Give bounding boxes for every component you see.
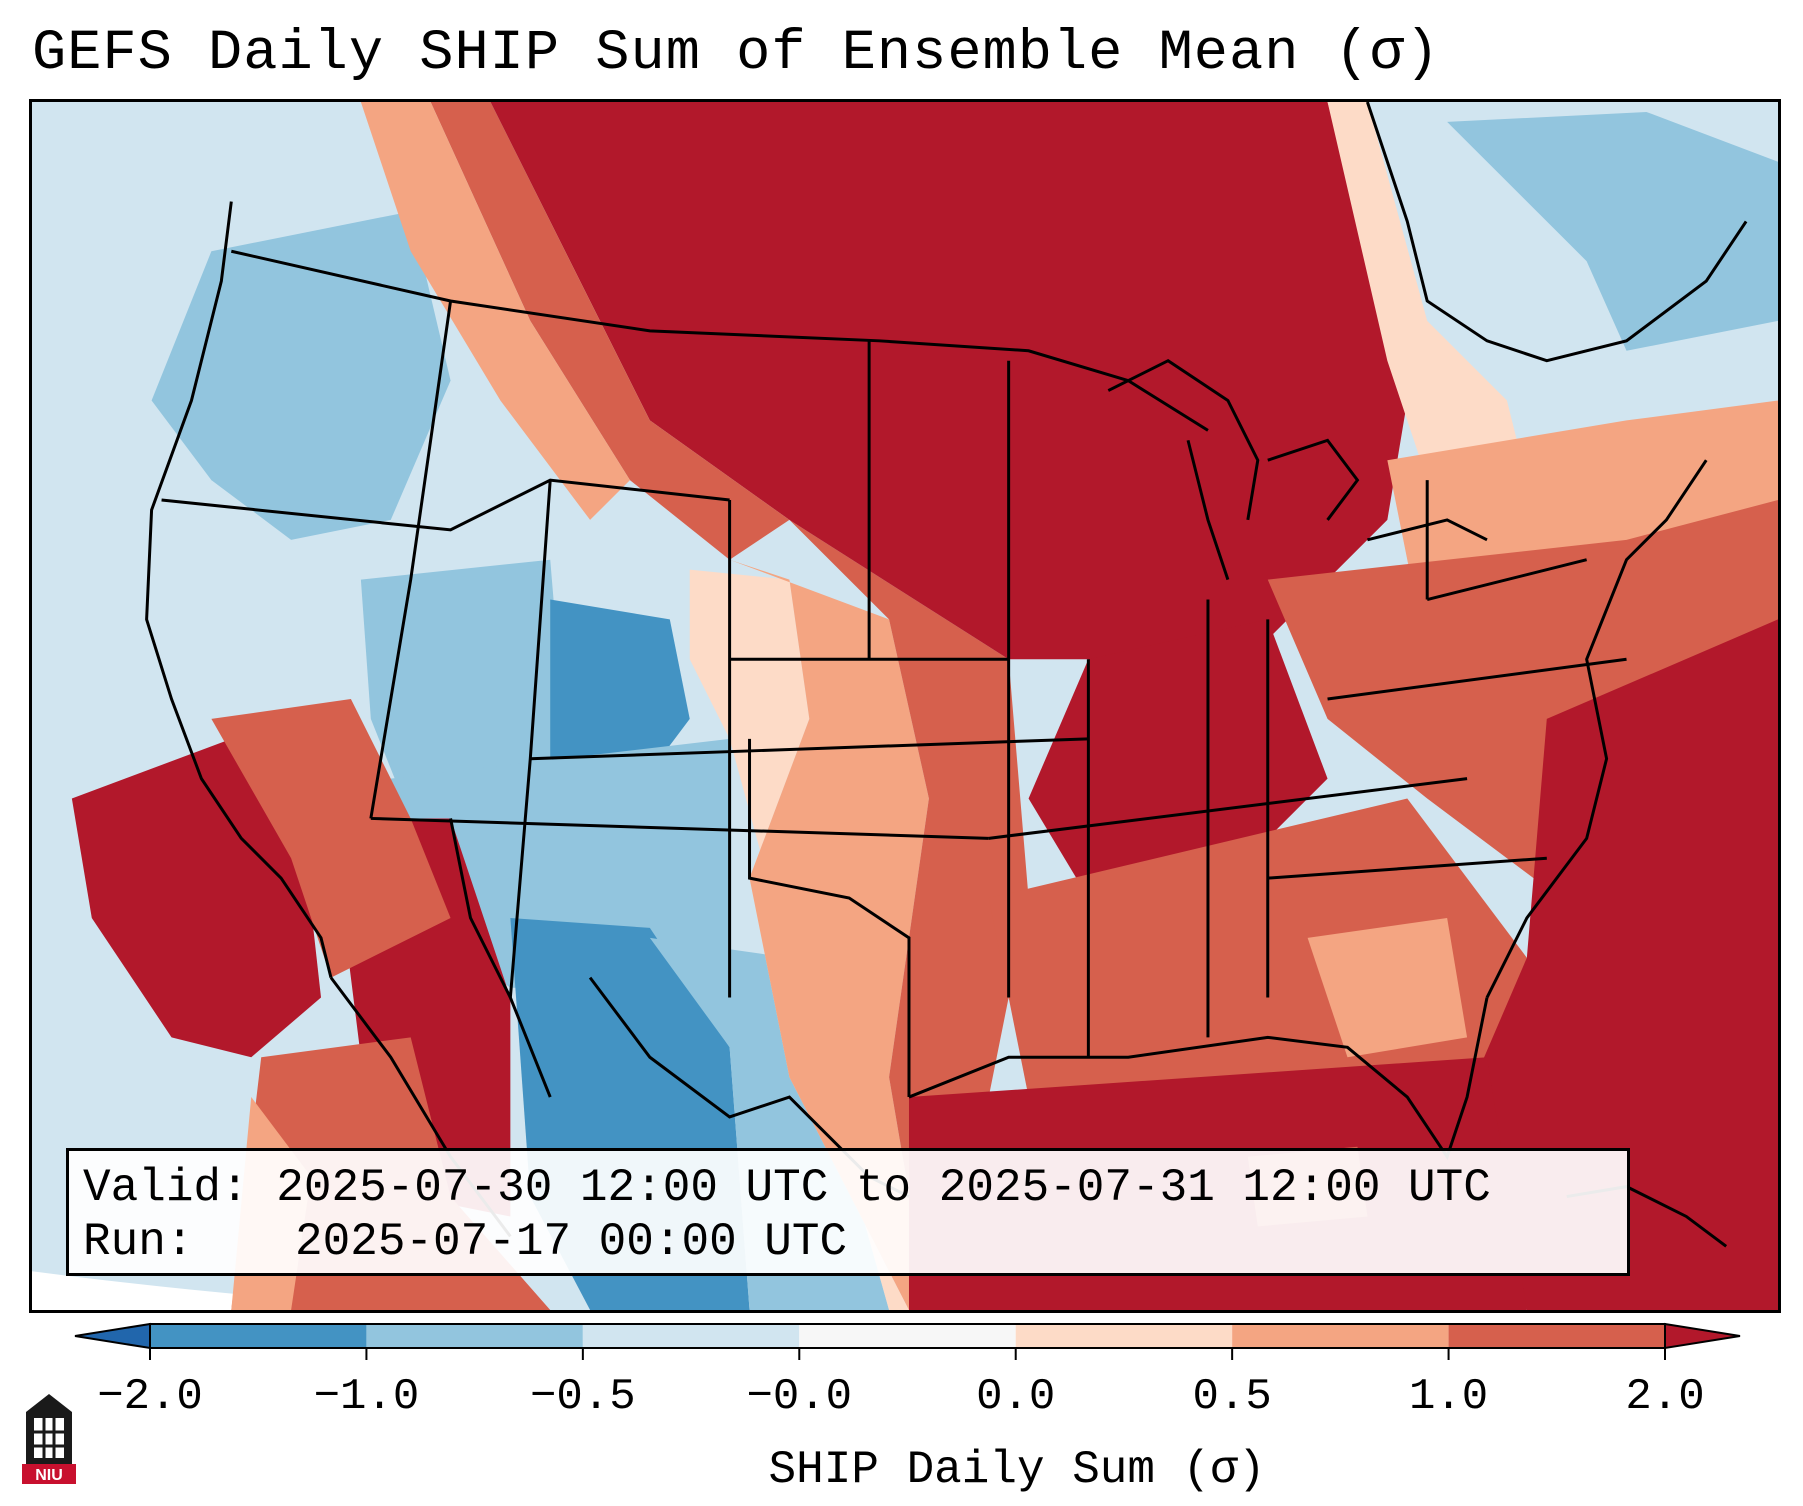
colorbar-tick-label: 2.0 [1625, 1372, 1704, 1422]
run-label: Run: [83, 1215, 295, 1269]
colorbar-segment [366, 1324, 582, 1348]
ship-anomaly-map [32, 102, 1778, 1310]
colorbar-tick-label: 1.0 [1409, 1372, 1488, 1422]
colorbar-segment [1449, 1324, 1665, 1348]
colorbar-tick-label: 0.5 [1193, 1372, 1272, 1422]
colorbar-tick-label: −0.5 [530, 1372, 636, 1422]
colorbar-label: SHIP Daily Sum (σ) [769, 1444, 1266, 1496]
colorbar-tick-label: −2.0 [97, 1372, 203, 1422]
colorbar-tick-labels: −2.0 −1.0 −0.5 −0.0 0.0 0.5 1.0 2.0 [97, 1348, 1704, 1422]
colorbar-segment [150, 1324, 366, 1348]
colorbar-tick-label: −1.0 [314, 1372, 420, 1422]
niu-logo: NIU [20, 1392, 78, 1484]
valid-label: Valid: [83, 1162, 249, 1214]
map-title: GEFS Daily SHIP Sum of Ensemble Mean (σ) [32, 22, 1440, 86]
run-line: Run: 2025-07-17 00:00 UTC [83, 1215, 1613, 1269]
colorbar-under-arrow [75, 1324, 150, 1348]
niu-logo-text: NIU [35, 1467, 63, 1484]
colorbar-segment [799, 1324, 1015, 1348]
colorbar-segment [1232, 1324, 1448, 1348]
colorbar-over-arrow [1665, 1324, 1740, 1348]
valid-line: Valid: 2025-07-30 12:00 UTC to 2025-07-3… [83, 1161, 1613, 1215]
colorbar-segments [75, 1324, 1740, 1348]
colorbar-segment [583, 1324, 799, 1348]
colorbar-tick-label: 0.0 [976, 1372, 1055, 1422]
valid-value: 2025-07-30 12:00 UTC to 2025-07-31 12:00… [276, 1162, 1491, 1214]
colorbar: −2.0 −1.0 −0.5 −0.0 0.0 0.5 1.0 2.0 SHIP Daily … [0, 1310, 1803, 1506]
run-value: 2025-07-17 00:00 UTC [295, 1216, 847, 1268]
colorbar-segment [1016, 1324, 1232, 1348]
valid-run-info-box: Valid: 2025-07-30 12:00 UTC to 2025-07-3… [66, 1148, 1630, 1276]
map-panel [29, 99, 1781, 1313]
colorbar-tick-label: −0.0 [746, 1372, 852, 1422]
